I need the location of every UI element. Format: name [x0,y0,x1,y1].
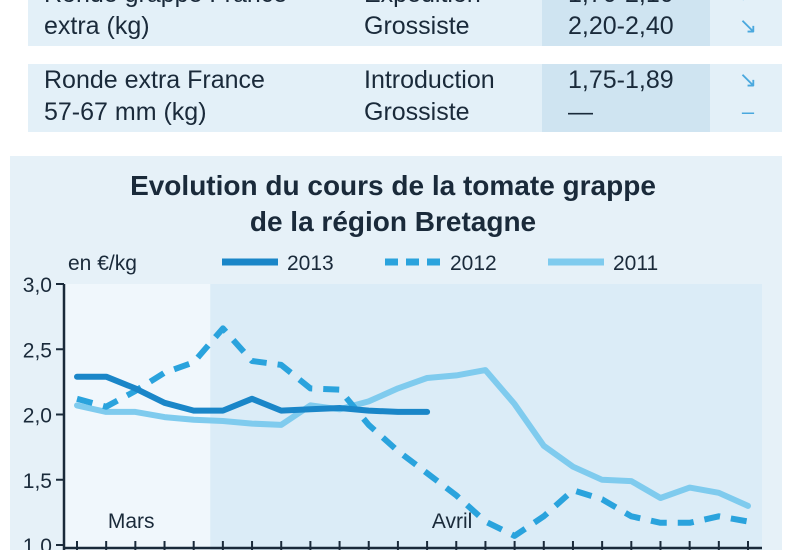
series-line-2013 [74,373,431,415]
y-tick-label: 3,0 [23,274,52,297]
chart-title: Evolution du cours de la tomate grappe d… [130,170,656,237]
plot-area: 1,0 1,5 2,0 2,5 3,0 Mars Avril [23,274,763,550]
price-row: Ronde grappe France extra (kg) Expéditio… [28,0,782,46]
price-column-bg [542,0,710,46]
series-line-2012 [76,325,749,539]
month-label: Avril [432,510,472,533]
price-column-bg [542,64,710,132]
y-axis-label: en €/kg [68,252,137,275]
trend-arrow-icon: ↘ – [738,67,758,124]
market-stage: Expédition Grossiste [364,0,481,40]
product-name: Ronde extra France 57-67 mm (kg) [44,66,265,126]
y-tick-label: 1,5 [23,470,52,493]
series-line-2011 [74,367,751,509]
month-label: Mars [108,510,155,533]
y-tick-label: 2,0 [23,405,52,428]
price-range: 1,75-1,89 — [568,66,674,126]
shaded-period [210,284,763,550]
legend-label-2013: 2013 [287,252,334,275]
legend: 2013 2012 2011 [222,252,658,275]
y-tick-label: 1,0 [23,535,52,550]
product-name: Ronde grappe France extra (kg) [44,0,287,40]
trend-arrow-icon: ↗ ↘ [738,0,758,38]
price-row: Ronde extra France 57-67 mm (kg) Introdu… [28,64,782,132]
y-tick-label: 2,5 [23,339,52,362]
price-range: 1,70-2,10 2,20-2,40 [568,0,674,40]
legend-label-2012: 2012 [450,252,497,275]
market-stage: Introduction Grossiste [364,66,495,126]
legend-label-2011: 2011 [613,252,658,275]
